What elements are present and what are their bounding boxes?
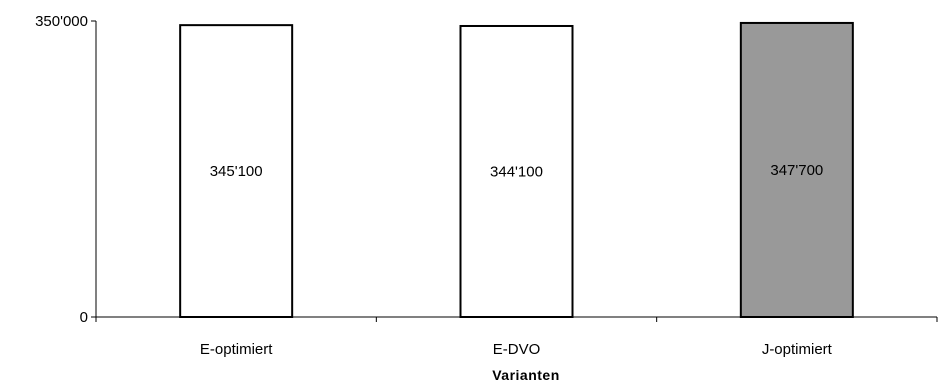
x-category-label: J-optimiert xyxy=(762,341,833,358)
bar-value-label: 347'700 xyxy=(770,162,823,179)
bar-e-optimiert xyxy=(179,24,294,318)
bars: 345'100 344'100 347'700 xyxy=(179,21,854,319)
x-category-label: E-optimiert xyxy=(200,341,273,358)
bar-e-dvo xyxy=(459,24,574,318)
x-axis-title: Varianten xyxy=(492,367,560,383)
x-axis: E-optimiert E-DVO J-optimiert xyxy=(95,316,938,358)
x-category-label: E-DVO xyxy=(493,341,541,358)
bar-value-label: 345'100 xyxy=(210,163,263,180)
y-tick-label: 350'000 xyxy=(35,13,88,30)
bar-value-label: 344'100 xyxy=(490,163,543,180)
bar-j-optimiert xyxy=(739,21,854,319)
y-axis: 0 350'000 xyxy=(35,13,97,326)
y-tick-label: 0 xyxy=(80,309,88,326)
